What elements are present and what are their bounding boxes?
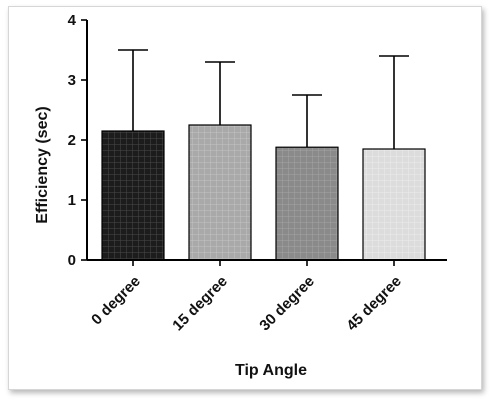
error-bars-group (118, 49, 409, 149)
x-tick-label-3: 30 degree (256, 273, 318, 335)
y-tick-label-3: 3 (68, 72, 76, 89)
x-axis-title: Tip Angle (235, 362, 307, 379)
y-axis-title: Efficiency (sec) (34, 106, 51, 223)
x-tick-label-4: 45 degree (343, 273, 405, 335)
y-tick-label-1: 1 (68, 192, 76, 209)
x-tick-label-1: 0 degree (88, 273, 144, 329)
x-tick-label-2: 15 degree (169, 273, 231, 335)
bar-1 (101, 130, 165, 261)
x-ticks-group: 0 degree 15 degree 30 degree 45 degree (88, 260, 405, 334)
bar-3 (275, 146, 339, 261)
bar-4 (362, 148, 426, 261)
y-ticks-group: 0 1 2 3 4 (68, 12, 87, 269)
y-tick-label-4: 4 (68, 12, 77, 29)
y-tick-label-0: 0 (68, 252, 76, 269)
bar-2 (188, 124, 252, 261)
y-tick-label-2: 2 (68, 132, 76, 149)
bars-group (101, 124, 426, 261)
